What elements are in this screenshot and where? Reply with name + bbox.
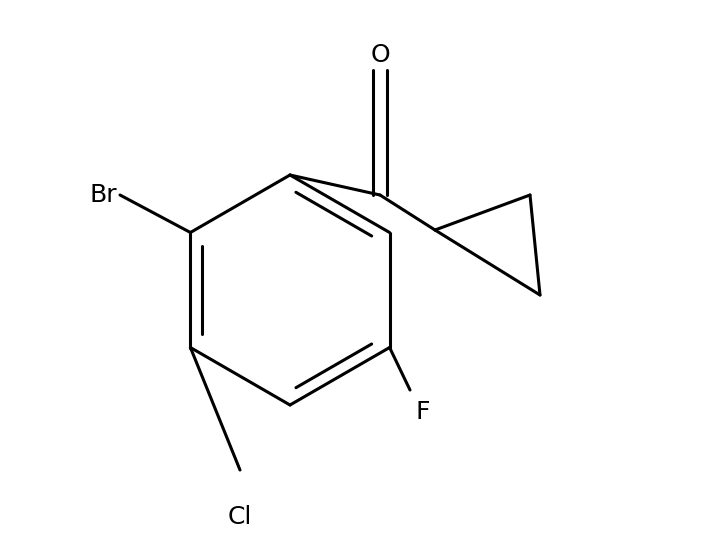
Text: F: F (415, 400, 430, 424)
Text: Cl: Cl (228, 505, 252, 529)
Text: Br: Br (90, 183, 118, 207)
Text: O: O (370, 43, 390, 67)
